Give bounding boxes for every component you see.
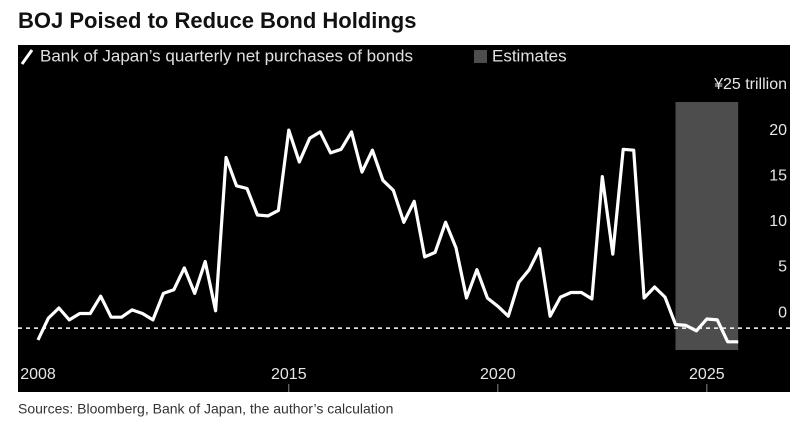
y-tick-label: 0	[778, 304, 787, 321]
x-tick-label: 2020	[480, 366, 516, 383]
chart-title: BOJ Poised to Reduce Bond Holdings	[18, 8, 416, 33]
source: Sources: Bloomberg, Bank of Japan, the a…	[18, 401, 393, 417]
data-line	[36, 128, 739, 344]
y-tick-label: 10	[769, 213, 787, 230]
x-tick-label: 2015	[271, 366, 307, 383]
estimates-band	[675, 102, 739, 350]
y-tick-label: 20	[769, 122, 787, 139]
legend-swatch	[20, 49, 34, 65]
legend-swatch	[474, 50, 487, 63]
x-tick-label: 2025	[689, 366, 725, 383]
x-tick-label: 2008	[20, 366, 56, 383]
legend-label: Bank of Japan’s quarterly net purchases …	[40, 46, 413, 65]
y-tick-label: 15	[769, 167, 787, 184]
y-tick-label: ¥25 trillion	[713, 76, 787, 93]
legend-label: Estimates	[492, 46, 567, 65]
y-tick-label: 5	[778, 259, 787, 276]
